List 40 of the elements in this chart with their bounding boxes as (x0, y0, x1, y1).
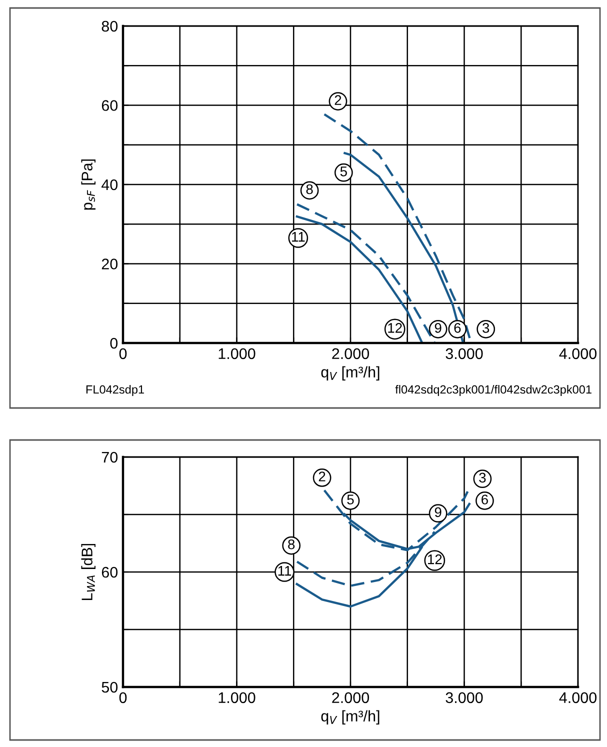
x-tick-label: 2.000 (332, 348, 370, 360)
text: FL042sdp1 (86, 384, 144, 396)
x-tick-label: 1.000 (218, 348, 256, 360)
annotation: 8 (306, 184, 313, 194)
x-tick-label: 1.000 (218, 692, 256, 704)
annotation: 9 (434, 507, 442, 518)
x-tick-label: 0 (119, 692, 127, 704)
x-tick-label: 4.000 (559, 348, 597, 360)
text: fl042sdq2c3pk001/fl042sdw2c3pk001 (395, 384, 592, 396)
x-tick-label: 4.000 (559, 692, 597, 704)
annotation: 11 (278, 566, 292, 576)
annotation: 3 (482, 323, 490, 333)
y-tick-label: 60 (102, 566, 118, 578)
y-tick-label: 60 (102, 100, 118, 111)
annotation: 5 (347, 494, 354, 504)
annotation: 9 (434, 323, 442, 333)
x-tick-label: 3.000 (446, 692, 483, 704)
y-tick-label: 50 (102, 682, 118, 693)
annotation: 6 (482, 494, 488, 504)
y-axis-title: p$_{sF}$ [Pa] (81, 160, 96, 210)
y-tick-label: 80 (102, 20, 118, 32)
y-axis-title: L$_{WA}$ [dB] (81, 544, 96, 600)
annotation: 11 (292, 232, 305, 242)
annotation: 6 (454, 323, 461, 333)
x-axis-title: q$_{V}$ [m³/h] (321, 710, 380, 725)
x-tick-label: 2.000 (332, 692, 370, 704)
y-tick-label: 0 (110, 338, 118, 349)
annotation: 8 (288, 539, 295, 550)
annotation: 2 (334, 95, 342, 105)
x-axis-title: q$_{V}$ [m³/h] (321, 366, 380, 381)
x-tick-label: 3.000 (446, 348, 483, 360)
annotation: 12 (388, 323, 402, 333)
x-tick-label: 0 (119, 348, 127, 360)
annotation: 12 (428, 554, 442, 564)
y-tick-label: 20 (102, 258, 118, 270)
annotation: 5 (340, 166, 347, 176)
annotation: 2 (318, 472, 326, 482)
y-tick-label: 70 (102, 452, 118, 463)
annotation: 3 (479, 472, 486, 483)
y-tick-label: 40 (102, 179, 118, 190)
